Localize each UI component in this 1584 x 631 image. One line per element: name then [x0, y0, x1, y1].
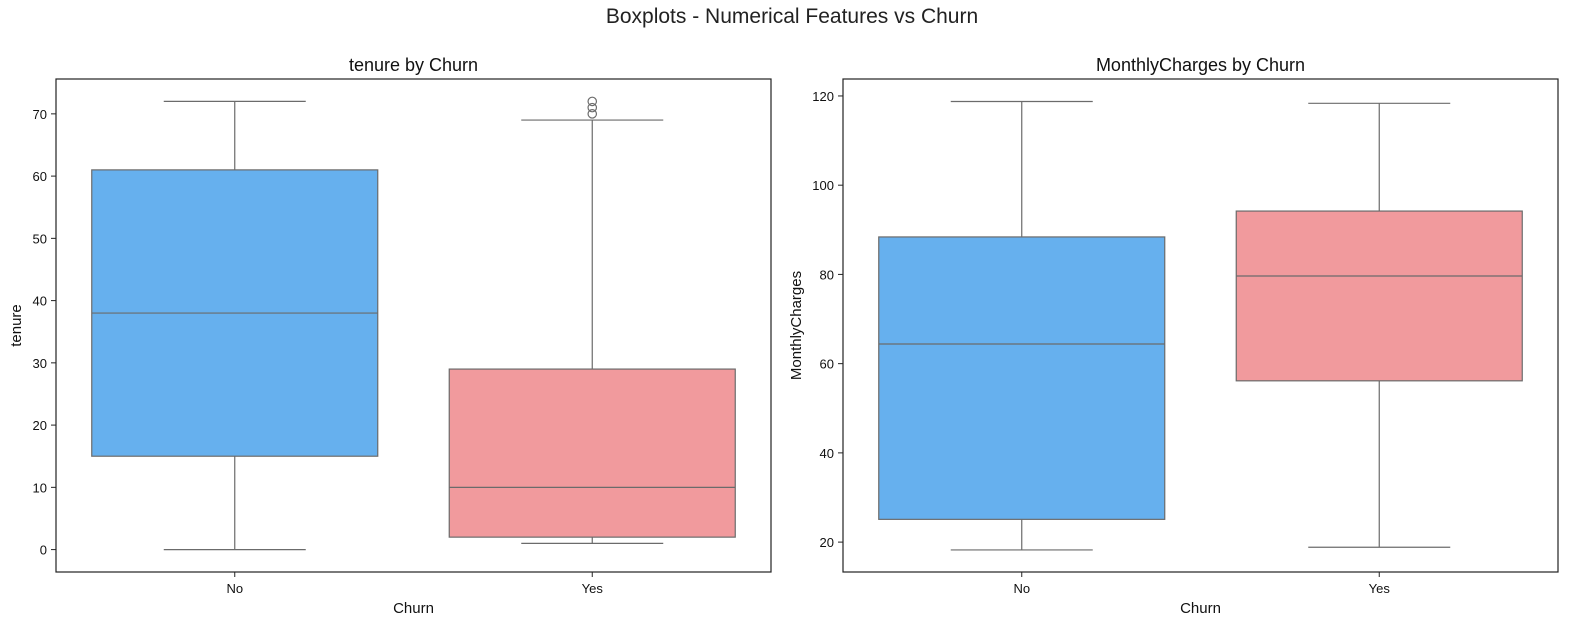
outlier-point [587, 102, 598, 113]
y-tick-label: 60 [820, 357, 834, 372]
y-tick-label: 10 [33, 480, 47, 495]
axes-frame [55, 78, 772, 573]
box-no [878, 100, 1166, 551]
y-tick-label: 30 [33, 356, 47, 371]
x-axis-label: Churn [1180, 600, 1221, 617]
y-tick-label: 40 [33, 294, 47, 309]
y-axis-label: MonthlyCharges [788, 271, 805, 380]
x-tick-label: No [226, 581, 243, 596]
outlier-point [587, 109, 598, 119]
iqr-box [448, 368, 736, 538]
iqr-box [1235, 210, 1523, 382]
y-tick-label: 40 [820, 446, 834, 461]
box-no [91, 100, 379, 551]
outlier-point [587, 96, 598, 107]
y-tick-label: 20 [33, 418, 47, 433]
chart-panel-2: MonthlyCharges by Churn 20 40 60 80 100 120 No Y… [788, 55, 1559, 617]
y-tick-label: 70 [33, 107, 47, 122]
figure-suptitle: Boxplots - Numerical Features vs Churn [605, 5, 979, 28]
box-yes [448, 96, 736, 544]
y-axis-label: tenure [8, 304, 25, 347]
y-tick-label: 60 [33, 169, 47, 184]
box-yes [1235, 102, 1523, 548]
y-tick-label: 120 [812, 89, 834, 104]
chart-panel-1: tenure by Churn 0 10 20 30 40 50 60 70 No Yes Churn… [8, 55, 772, 617]
y-tick-label: 0 [40, 543, 47, 558]
y-tick-label: 80 [820, 267, 834, 282]
y-tick-label: 20 [820, 535, 834, 550]
x-tick-label: Yes [582, 581, 604, 596]
x-tick-label: Yes [1369, 581, 1391, 596]
y-tick-label: 100 [812, 178, 834, 193]
chart-title: tenure by Churn [349, 55, 478, 75]
x-tick-label: No [1013, 581, 1030, 596]
axes-frame [842, 78, 1559, 573]
iqr-box [878, 236, 1166, 520]
chart-title: MonthlyCharges by Churn [1096, 55, 1305, 75]
x-axis-label: Churn [393, 600, 434, 617]
y-tick-label: 50 [33, 231, 47, 246]
